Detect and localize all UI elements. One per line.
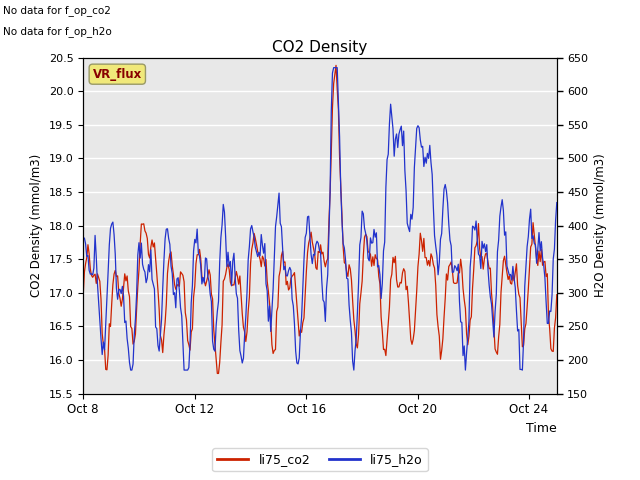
Title: CO2 Density: CO2 Density [273,40,367,55]
Y-axis label: CO2 Density (mmol/m3): CO2 Density (mmol/m3) [30,154,43,297]
Text: No data for f_op_h2o: No data for f_op_h2o [3,26,112,37]
Text: No data for f_op_co2: No data for f_op_co2 [3,5,111,16]
X-axis label: Time: Time [526,422,557,435]
Text: VR_flux: VR_flux [93,68,142,81]
Legend: li75_co2, li75_h2o: li75_co2, li75_h2o [212,448,428,471]
Y-axis label: H2O Density (mmol/m3): H2O Density (mmol/m3) [594,154,607,298]
